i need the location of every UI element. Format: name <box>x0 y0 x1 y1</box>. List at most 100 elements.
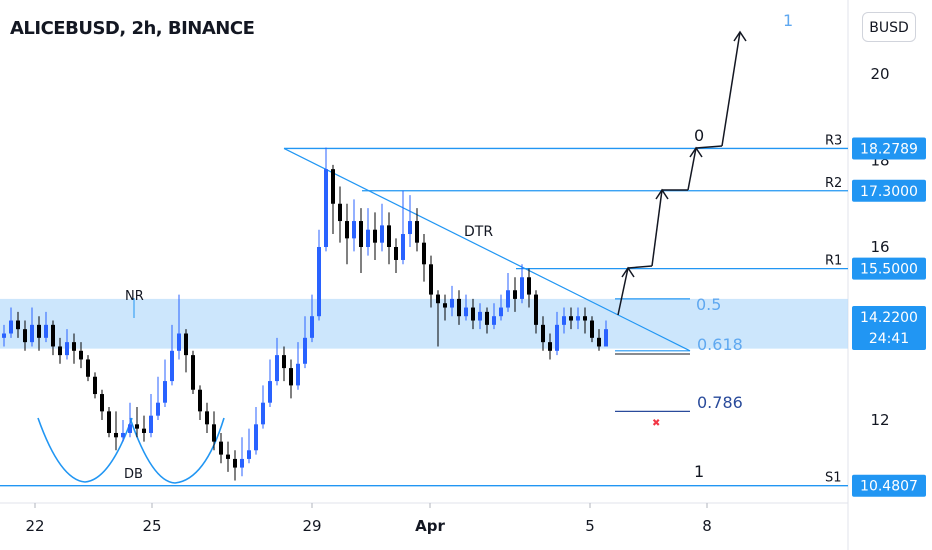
candle-body <box>604 329 608 347</box>
candle-body <box>408 221 412 235</box>
candle-body <box>534 294 538 325</box>
candle-body <box>37 324 41 338</box>
level-name-r2: R2 <box>825 176 842 191</box>
price-label-R3 <box>852 137 926 160</box>
price-label-value-R2: 17.3000 <box>860 184 918 200</box>
candle-body <box>520 277 524 299</box>
candle-body <box>310 316 314 338</box>
fib-label-3: 0.618 <box>697 335 743 354</box>
candle-body <box>9 320 13 334</box>
candle-body <box>485 311 489 325</box>
symbol-title: ALICEBUSD, 2h, BINANCE <box>10 18 255 39</box>
candle-body <box>121 432 125 438</box>
time-tick-label: 8 <box>702 517 712 535</box>
level-name-r3: R3 <box>825 133 842 148</box>
candle-body <box>366 229 370 247</box>
price-tick-label: 12 <box>870 411 889 429</box>
candle-body <box>100 394 104 412</box>
fib-label-1: 0 <box>694 126 704 145</box>
label-db: DB <box>124 467 143 482</box>
candle-body <box>170 350 174 382</box>
candle-body <box>394 247 398 260</box>
candle-body <box>387 225 391 247</box>
candle-body <box>527 277 531 295</box>
db-arc-right <box>129 417 225 484</box>
candle-body <box>422 242 426 265</box>
candle-body <box>177 333 181 351</box>
projection-arrowhead-7 <box>733 30 747 42</box>
candle-body <box>289 368 293 386</box>
candle-body <box>107 411 111 433</box>
price-label-value-R3: 18.2789 <box>860 141 918 157</box>
candle-body <box>2 333 6 338</box>
candle-body <box>226 454 230 459</box>
label-dtr: DTR <box>464 224 493 240</box>
time-tick-label: 5 <box>585 517 595 535</box>
projection-arrowhead-1 <box>621 266 635 278</box>
price-label-R2 <box>852 179 926 202</box>
price-label-S1 <box>852 474 926 497</box>
candle-body <box>163 381 167 403</box>
candle-body <box>212 424 216 442</box>
candle-body <box>205 411 209 425</box>
candle-body <box>198 389 202 412</box>
candle-body <box>114 432 118 438</box>
candle-body <box>359 221 363 247</box>
candle-body <box>555 324 559 351</box>
candle-body <box>443 303 447 308</box>
candle-body <box>44 324 48 338</box>
time-tick-label: 22 <box>25 517 44 535</box>
candle-body <box>219 441 223 455</box>
candle-body <box>156 402 160 416</box>
projection-segment-2 <box>651 189 663 267</box>
candle-body <box>16 320 20 330</box>
projection-arrowhead-5 <box>689 146 703 158</box>
candle-body <box>352 221 356 239</box>
price-label-countdown: 24:41 <box>869 331 909 347</box>
target-cross-mark: ✖ <box>652 418 660 429</box>
candle-body <box>135 424 139 429</box>
candle-body <box>436 294 440 304</box>
fib-label-0: 1 <box>783 11 793 30</box>
price-label-value-current: 14.2200 <box>860 310 918 326</box>
fib-label-4: 0.786 <box>697 393 743 412</box>
time-tick-label: 25 <box>142 517 161 535</box>
level-name-r1: R1 <box>825 254 842 269</box>
candle-body <box>464 307 468 317</box>
projection-segment-4 <box>687 147 697 191</box>
candle-body <box>261 402 265 425</box>
projection-segment-5 <box>695 145 723 149</box>
price-label-R1 <box>852 257 926 280</box>
candle-body <box>380 225 384 243</box>
candle-body <box>142 428 146 433</box>
price-label-value-R1: 15.5000 <box>860 262 918 278</box>
candle-body <box>576 316 580 321</box>
time-tick-label: 29 <box>302 517 321 535</box>
candle-body <box>590 320 594 338</box>
candle-body <box>597 337 601 347</box>
candle-body <box>471 307 475 321</box>
candle-body <box>478 311 482 321</box>
db-arc-left <box>37 417 133 483</box>
candle-body <box>79 350 83 360</box>
candle-body <box>296 363 300 386</box>
candle-body <box>268 381 272 403</box>
candle-body <box>240 458 244 468</box>
level-name-s1: S1 <box>825 471 842 486</box>
candle-body <box>415 221 419 243</box>
candle-body <box>303 337 307 364</box>
candle-body <box>254 424 258 451</box>
currency-badge[interactable]: BUSD <box>862 12 916 42</box>
candle-body <box>541 324 545 343</box>
candle-body <box>233 458 237 468</box>
projection-segment-0 <box>617 267 629 316</box>
candle-body <box>513 290 517 299</box>
price-tick-label: 20 <box>870 65 889 83</box>
fib-label-5: 1 <box>694 462 704 481</box>
fib-label-2: 0.5 <box>696 295 721 314</box>
projection-arrowhead-3 <box>655 188 669 200</box>
candle-body <box>429 264 433 295</box>
candle-body <box>401 234 405 260</box>
candle-body <box>331 169 335 204</box>
